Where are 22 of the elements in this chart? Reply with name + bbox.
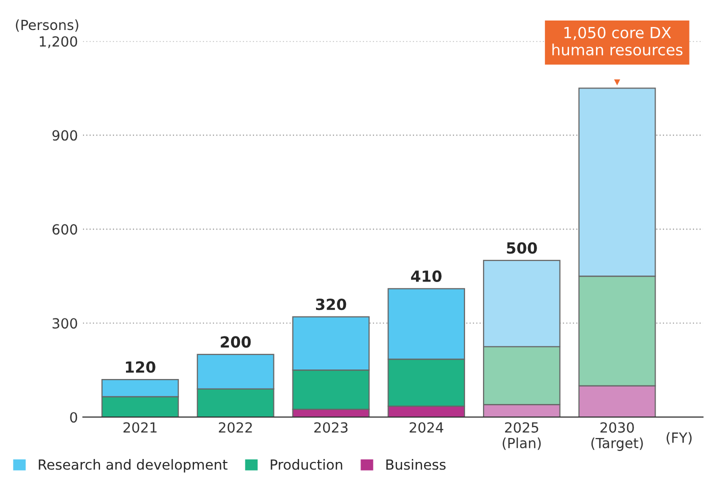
annotation: 1,050 core DX human resources bbox=[552, 26, 682, 56]
x-tick-label: 2025 (Plan) bbox=[502, 422, 541, 450]
y-tick-label: 600 bbox=[52, 224, 78, 235]
x-tick-label: 2021 bbox=[123, 422, 157, 433]
y-tick-label: 1,200 bbox=[40, 36, 78, 48]
legend-label: Research and development bbox=[38, 459, 228, 472]
x-tick-label: 2030 (Target) bbox=[591, 422, 643, 451]
total-label: 200 bbox=[220, 336, 251, 348]
y-tick-label: 900 bbox=[52, 130, 78, 141]
total-label: 500 bbox=[506, 242, 537, 254]
legend-label: Production bbox=[270, 459, 342, 470]
y-tick-label: 0 bbox=[70, 412, 78, 423]
legend-label: Business bbox=[386, 459, 446, 470]
y-axis-title: (Persons) bbox=[16, 19, 78, 32]
total-label: 120 bbox=[126, 361, 156, 373]
x-tick-label: 2022 bbox=[218, 422, 252, 433]
x-tick-label: 2023 bbox=[314, 422, 348, 433]
y-tick-label: 300 bbox=[52, 318, 78, 329]
total-label: 320 bbox=[316, 298, 346, 310]
x-axis-title: (FY) bbox=[666, 432, 692, 445]
x-tick-label: 2024 bbox=[410, 422, 444, 433]
total-label: 410 bbox=[411, 270, 442, 282]
